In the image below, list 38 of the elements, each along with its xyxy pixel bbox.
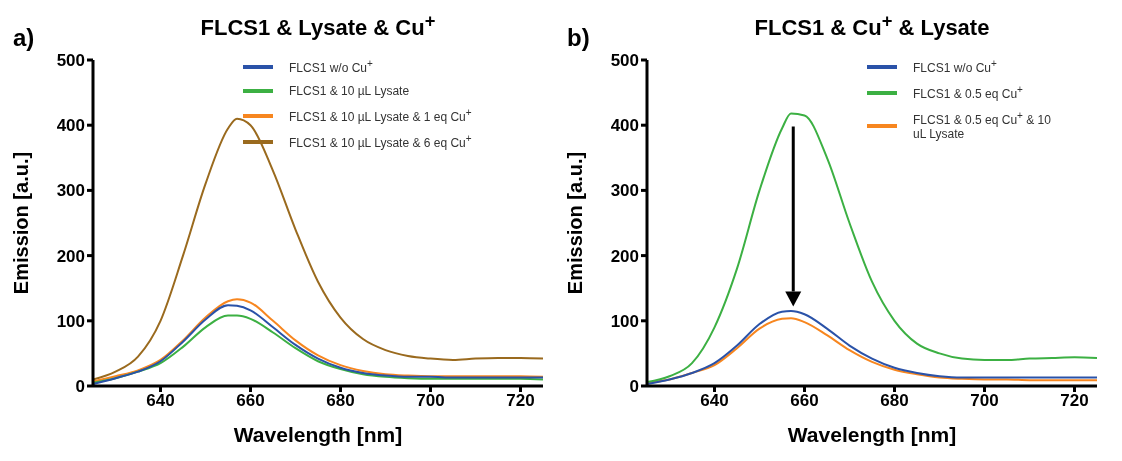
legend-label: FLCS1 & 10 µL Lysate [289, 84, 410, 98]
y-tick-label: 100 [610, 311, 639, 331]
text: FLCS1 & 0.5 eq Cu$^{+}$ & 10 uL Lysate [913, 110, 1051, 141]
y-tick-label: 200 [610, 246, 639, 266]
y-tick-label: 500 [610, 51, 639, 71]
x-tick-label: 720 [506, 391, 535, 411]
x-tick-label: 660 [790, 391, 819, 411]
x-tick-label: 660 [236, 391, 265, 411]
x-tick-label: 680 [326, 391, 355, 411]
x-tick-label: 720 [1060, 391, 1089, 411]
y-tick-label: 0 [75, 377, 85, 397]
x-axis-title: Wavelength [nm] [233, 423, 403, 446]
x-tick-label: 640 [700, 391, 729, 411]
chart-title: FLCS1 & Cu$^{+}$ & Lysate [753, 10, 991, 42]
y-axis-title: Emission [a.u.] [10, 151, 33, 295]
x-tick-label: 640 [146, 391, 175, 411]
legend-label: FLCS1 & 10 µL Lysate & 6 eq Cu$^{+}$ [289, 133, 472, 150]
x-tick-label: 700 [416, 391, 445, 411]
text: a) [13, 24, 35, 52]
x-tick-label: 680 [880, 391, 909, 411]
y-tick-label: 100 [56, 311, 85, 331]
x-tick-label: 700 [970, 391, 999, 411]
y-tick-label: 200 [56, 246, 85, 266]
y-tick-label: 400 [56, 116, 85, 136]
y-tick-label: 400 [610, 116, 639, 136]
legend-label: FLCS1 & 10 µL Lysate & 1 eq Cu$^{+}$ [289, 107, 472, 124]
x-axis-title: Wavelength [nm] [787, 423, 957, 446]
text: b) [567, 24, 590, 52]
y-tick-label: 500 [56, 51, 85, 71]
legend-label: FLCS1 w/o Cu$^{+}$ [289, 58, 373, 75]
y-tick-label: 0 [629, 377, 639, 397]
legend-label: FLCS1 & 0.5 eq Cu$^{+}$ [913, 84, 1023, 101]
legend-label: FLCS1 w/o Cu$^{+}$ [913, 58, 997, 75]
y-tick-label: 300 [610, 181, 639, 201]
y-tick-label: 300 [56, 181, 85, 201]
line-series [647, 112, 1097, 384]
chart-title: FLCS1 & Lysate & Cu$^{+}$ [199, 10, 437, 42]
y-axis-title: Emission [a.u.] [564, 151, 587, 295]
